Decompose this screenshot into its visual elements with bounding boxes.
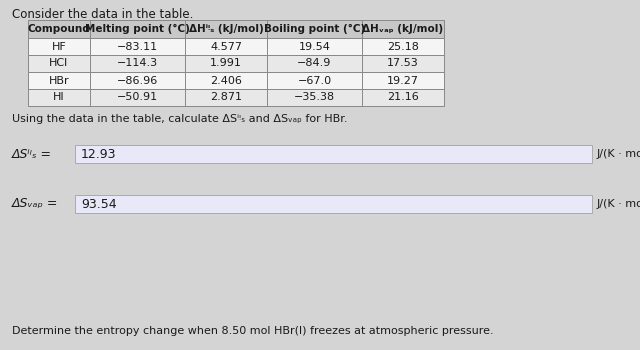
Text: −84.9: −84.9 [298, 58, 332, 69]
Text: −35.38: −35.38 [294, 92, 335, 103]
Text: ΔSᵥₐₚ =: ΔSᵥₐₚ = [12, 197, 58, 210]
Text: HBr: HBr [49, 76, 69, 85]
Text: Consider the data in the table.: Consider the data in the table. [12, 8, 193, 21]
Text: −83.11: −83.11 [117, 42, 158, 51]
Text: −86.96: −86.96 [117, 76, 158, 85]
Text: 19.54: 19.54 [299, 42, 330, 51]
Text: 4.577: 4.577 [210, 42, 242, 51]
Text: 17.53: 17.53 [387, 58, 419, 69]
Text: 2.871: 2.871 [210, 92, 242, 103]
Text: Boiling point (°C): Boiling point (°C) [264, 24, 365, 34]
Bar [28, 72, 444, 89]
Text: HF: HF [52, 42, 67, 51]
Text: 19.27: 19.27 [387, 76, 419, 85]
Text: 12.93: 12.93 [81, 147, 116, 161]
Text: 1.991: 1.991 [210, 58, 242, 69]
Text: ΔHⁱᵎₛ (kJ/mol): ΔHⁱᵎₛ (kJ/mol) [189, 24, 264, 34]
Text: −50.91: −50.91 [117, 92, 158, 103]
Text: J/(K · mol): J/(K · mol) [597, 199, 640, 209]
Text: Melting point (°C): Melting point (°C) [85, 24, 190, 34]
Text: −114.3: −114.3 [117, 58, 158, 69]
Bar [75, 145, 592, 163]
Text: Using the data in the table, calculate ΔSⁱᵎₛ and ΔSᵥₐₚ for HBr.: Using the data in the table, calculate Δ… [12, 114, 348, 124]
Text: ΔHᵥₐₚ (kJ/mol): ΔHᵥₐₚ (kJ/mol) [362, 24, 444, 34]
Text: HI: HI [53, 92, 65, 103]
Text: 25.18: 25.18 [387, 42, 419, 51]
Bar [75, 195, 592, 213]
Text: 21.16: 21.16 [387, 92, 419, 103]
Bar [28, 55, 444, 72]
Bar [28, 89, 444, 106]
Text: 93.54: 93.54 [81, 197, 116, 210]
Text: 2.406: 2.406 [210, 76, 242, 85]
Text: ΔSⁱᵎₛ =: ΔSⁱᵎₛ = [12, 147, 52, 161]
Text: Compound: Compound [28, 24, 90, 34]
Text: HCl: HCl [49, 58, 68, 69]
Bar [28, 20, 444, 38]
Text: Determine the entropy change when 8.50 mol HBr(l) freezes at atmospheric pressur: Determine the entropy change when 8.50 m… [12, 326, 493, 336]
Bar [28, 38, 444, 55]
Text: J/(K · mol): J/(K · mol) [597, 149, 640, 159]
Text: −67.0: −67.0 [298, 76, 332, 85]
